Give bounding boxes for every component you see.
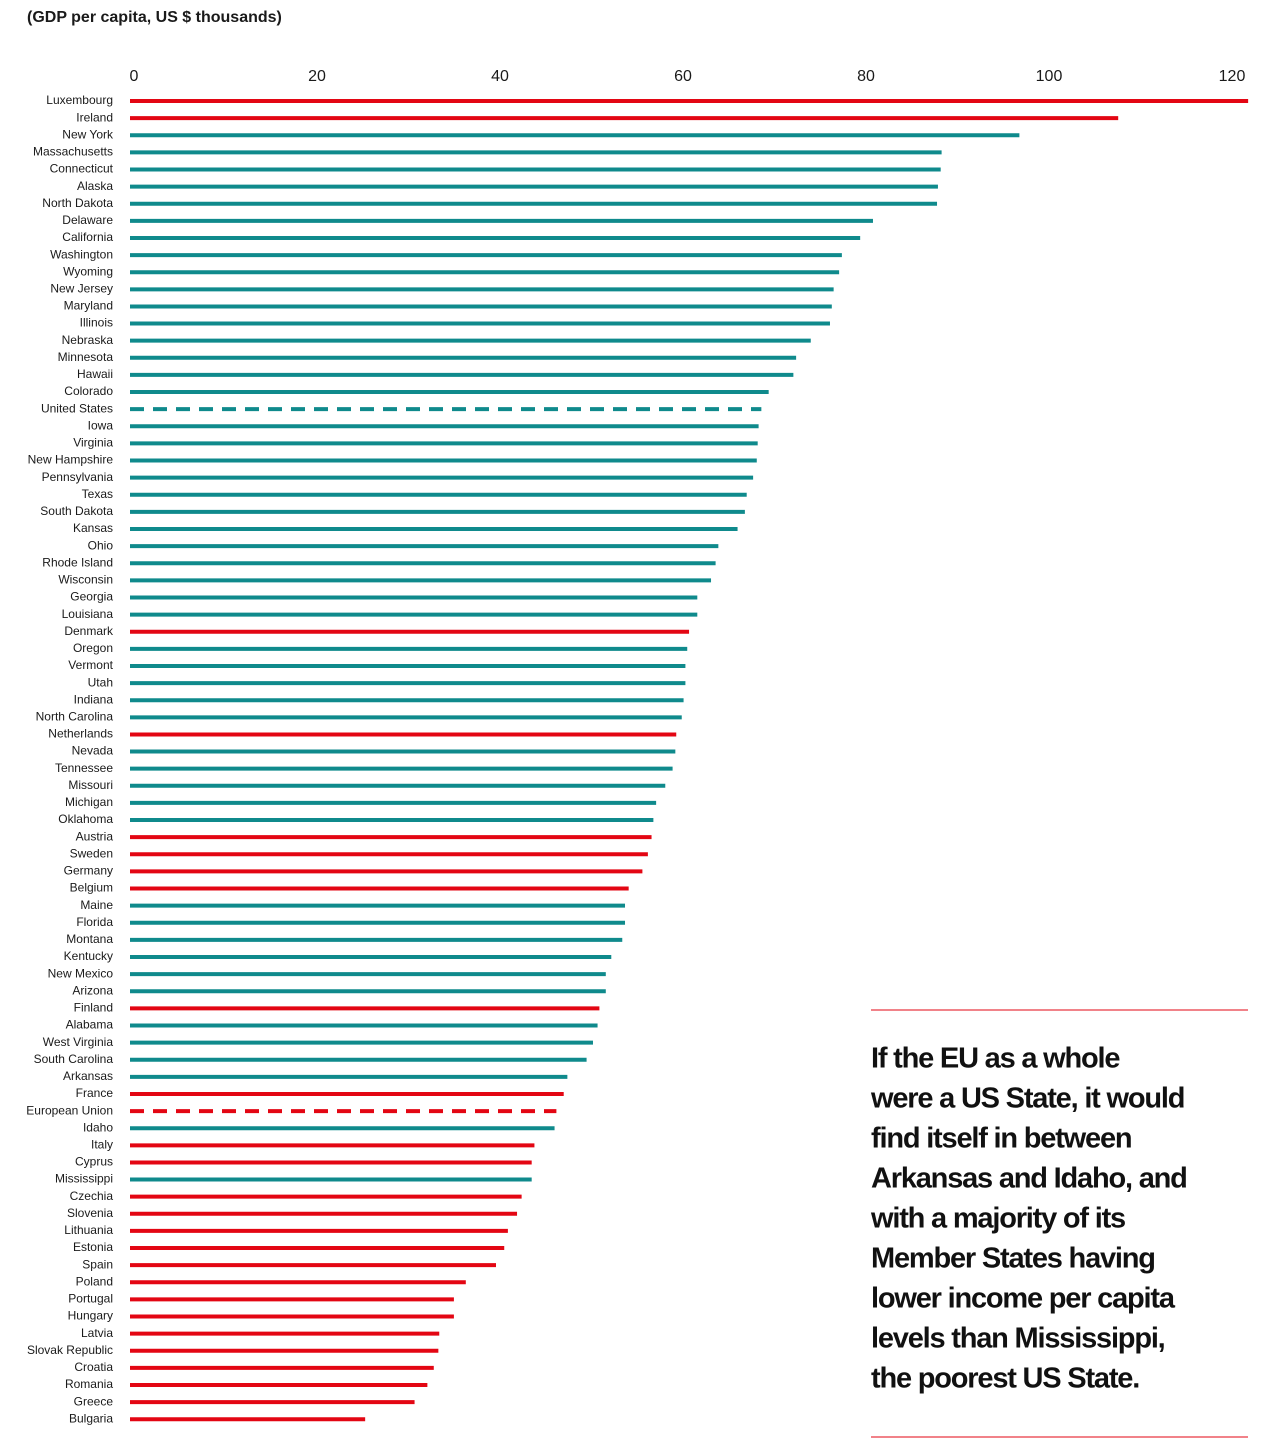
category-label: Spain <box>82 1257 113 1271</box>
x-tick-label: 40 <box>491 68 509 85</box>
annotation-line: lower income per capita <box>871 1283 1176 1315</box>
category-label: Kansas <box>73 521 113 535</box>
category-label: Connecticut <box>50 162 114 176</box>
category-label: Washington <box>50 247 113 261</box>
x-tick-label: 0 <box>130 68 139 85</box>
category-label: Bulgaria <box>69 1411 113 1425</box>
category-label: North Dakota <box>42 196 113 210</box>
category-label: Ireland <box>76 110 113 124</box>
category-label: Kentucky <box>64 949 113 963</box>
category-label: Nevada <box>72 744 114 758</box>
category-label: Louisiana <box>62 607 114 621</box>
category-label: New Jersey <box>50 281 113 295</box>
category-label: Poland <box>76 1274 113 1288</box>
category-label: United States <box>41 401 113 415</box>
category-label: Maine <box>80 898 113 912</box>
category-label: Denmark <box>64 624 114 638</box>
category-label: Romania <box>65 1377 113 1391</box>
category-label: South Dakota <box>40 504 113 518</box>
category-label: Italy <box>91 1137 113 1151</box>
category-label: Wyoming <box>63 264 113 278</box>
annotation-line: Member States having <box>871 1243 1155 1275</box>
annotation-line: Arkansas and Idaho, and <box>871 1163 1187 1195</box>
category-label: Michigan <box>65 795 113 809</box>
category-label: Missouri <box>68 778 113 792</box>
category-label: Oregon <box>73 641 113 655</box>
category-label: Texas <box>82 487 113 501</box>
category-label: South Carolina <box>34 1052 114 1066</box>
category-label: Netherlands <box>48 727 113 741</box>
category-label: Virginia <box>73 436 113 450</box>
category-label: Hungary <box>68 1309 113 1323</box>
category-label: Mississippi <box>55 1172 113 1186</box>
category-label: Pennsylvania <box>42 470 114 484</box>
category-label: Maryland <box>64 299 113 313</box>
annotation-line: find itself in between <box>871 1123 1131 1155</box>
annotation-line: levels than Mississippi, <box>871 1323 1165 1355</box>
category-label: Belgium <box>70 881 113 895</box>
category-label: North Carolina <box>36 709 114 723</box>
category-label: Portugal <box>68 1292 113 1306</box>
category-label: Finland <box>74 1001 113 1015</box>
category-label: Latvia <box>81 1326 113 1340</box>
category-label: Georgia <box>70 590 113 604</box>
category-label: New Hampshire <box>28 453 114 467</box>
annotation-line: the poorest US State. <box>871 1363 1139 1395</box>
category-label: Ohio <box>88 538 114 552</box>
category-label: West Virginia <box>43 1035 114 1049</box>
category-label: Florida <box>76 915 113 929</box>
category-label: Wisconsin <box>58 573 113 587</box>
annotation-line: were a US State, it would <box>870 1083 1184 1115</box>
category-label: Slovenia <box>67 1206 113 1220</box>
category-label: Arkansas <box>63 1069 113 1083</box>
category-label: Utah <box>88 675 113 689</box>
chart-title: (GDP per capita, US $ thousands) <box>27 9 282 26</box>
category-label: Czechia <box>70 1189 114 1203</box>
x-tick-label: 80 <box>857 68 875 85</box>
category-label: Cyprus <box>75 1155 113 1169</box>
category-label: Oklahoma <box>58 812 113 826</box>
category-label: Montana <box>66 932 113 946</box>
category-label: Sweden <box>70 846 113 860</box>
category-label: Minnesota <box>58 350 114 364</box>
category-label: France <box>76 1086 114 1100</box>
category-label: Arizona <box>72 983 113 997</box>
category-label: Rhode Island <box>42 555 113 569</box>
category-label: Croatia <box>74 1360 113 1374</box>
category-label: Estonia <box>73 1240 113 1254</box>
category-label: Delaware <box>62 213 113 227</box>
category-label: Luxembourg <box>46 93 113 107</box>
category-label: New Mexico <box>48 966 114 980</box>
category-label: Tennessee <box>55 761 113 775</box>
category-label: Alaska <box>77 179 113 193</box>
category-label: Massachusetts <box>33 145 113 159</box>
category-label: Idaho <box>83 1120 113 1134</box>
annotation-line: with a majority of its <box>870 1203 1125 1235</box>
category-label: Vermont <box>68 658 113 672</box>
category-label: New York <box>62 127 114 141</box>
category-label: Nebraska <box>62 333 114 347</box>
annotation-line: If the EU as a whole <box>871 1043 1120 1075</box>
category-label: Lithuania <box>64 1223 113 1237</box>
category-label: Colorado <box>64 384 113 398</box>
category-label: Illinois <box>80 316 113 330</box>
category-label: Slovak Republic <box>27 1343 113 1357</box>
x-tick-label: 20 <box>308 68 326 85</box>
category-label: California <box>62 230 113 244</box>
category-label: Greece <box>74 1394 114 1408</box>
category-label: Iowa <box>88 418 114 432</box>
x-tick-label: 60 <box>674 68 692 85</box>
category-label: European Union <box>26 1103 113 1117</box>
category-label: Indiana <box>74 692 114 706</box>
category-label: Hawaii <box>77 367 113 381</box>
x-tick-label: 120 <box>1219 68 1246 85</box>
category-label: Alabama <box>66 1018 114 1032</box>
category-label: Germany <box>64 864 113 878</box>
x-tick-label: 100 <box>1036 68 1063 85</box>
category-label: Austria <box>76 829 114 843</box>
